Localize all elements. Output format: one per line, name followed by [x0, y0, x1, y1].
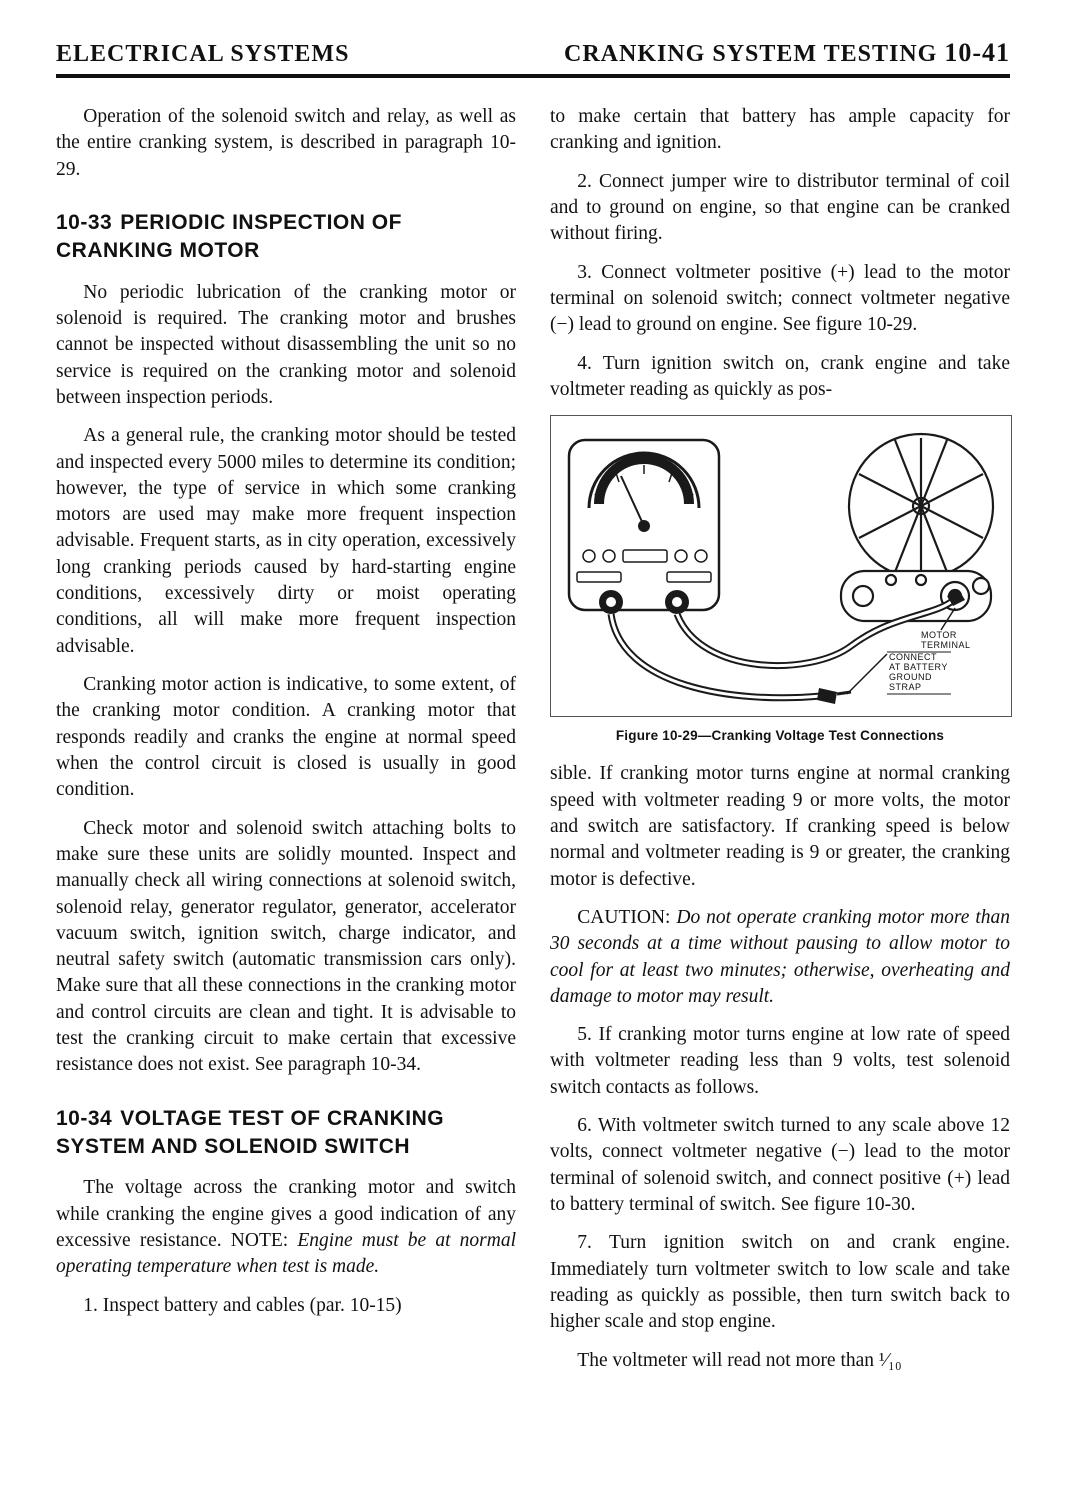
sec-10-33-p1: No periodic lubrication of the cranking … — [56, 280, 516, 412]
caution-label: CAUTION: — [577, 907, 676, 928]
fig-label-connect-4: STRAP — [889, 682, 922, 692]
manual-page: ELECTRICAL SYSTEMS CRANKING SYSTEM TESTI… — [0, 0, 1066, 1498]
section-title: VOLTAGE TEST OF CRANKING SYSTEM AND SOLE… — [56, 1107, 444, 1158]
section-10-33-heading: 10-33PERIODIC INSPECTION OF CRANKING MOT… — [56, 209, 516, 266]
figure-10-29-caption: Figure 10-29—Cranking Voltage Test Conne… — [550, 727, 1010, 745]
figure-10-29: MOTOR TERMINAL CONNECT AT BATTERY GROUND… — [550, 415, 1010, 745]
intro-paragraph: Operation of the solenoid switch and rel… — [56, 104, 516, 183]
left-column: Operation of the solenoid switch and rel… — [56, 104, 516, 1386]
rc-step4: 4. Turn ignition switch on, crank engine… — [550, 351, 1010, 404]
fig-label-connect-1: CONNECT — [889, 652, 937, 662]
two-column-layout: Operation of the solenoid switch and rel… — [56, 104, 1010, 1386]
figure-10-29-svg: MOTOR TERMINAL CONNECT AT BATTERY GROUND… — [550, 415, 1012, 717]
sec-10-33-p3: Cranking motor action is indicative, to … — [56, 672, 516, 804]
rc-step2: 2. Connect jumper wire to distributor te… — [550, 169, 1010, 248]
page-header: ELECTRICAL SYSTEMS CRANKING SYSTEM TESTI… — [56, 38, 1010, 78]
sec-10-34-step1: 1. Inspect battery and cables (par. 10-1… — [56, 1293, 516, 1319]
rc-p5: sible. If cranking motor turns engine at… — [550, 761, 1010, 893]
rc-step7: 7. Turn ignition switch on and crank eng… — [550, 1230, 1010, 1335]
fig-label-connect-2: AT BATTERY — [889, 662, 948, 672]
rc-p1: to make certain that battery has ample c… — [550, 104, 1010, 157]
sec-10-34-p1: The voltage across the cranking motor an… — [56, 1175, 516, 1280]
section-10-34-heading: 10-34VOLTAGE TEST OF CRANKING SYSTEM AND… — [56, 1105, 516, 1162]
rc-p9-fraction: ¹⁄₁₀ — [879, 1350, 902, 1371]
fig-label-motor-terminal-1: MOTOR — [921, 630, 957, 640]
rc-step6: 6. With voltmeter switch turned to any s… — [550, 1113, 1010, 1218]
rc-step3: 3. Connect voltmeter positive (+) lead t… — [550, 260, 1010, 339]
section-number: 10-33 — [56, 209, 112, 237]
rc-p9a: The voltmeter will read not more than — [577, 1350, 879, 1371]
header-right-title: CRANKING SYSTEM TESTING — [564, 41, 937, 67]
fig-label-connect-3: GROUND — [889, 672, 932, 682]
fig-label-motor-terminal-2: TERMINAL — [921, 640, 971, 650]
sec-10-33-p2: As a general rule, the cranking motor sh… — [56, 423, 516, 660]
right-column: to make certain that battery has ample c… — [550, 104, 1010, 1386]
header-right: CRANKING SYSTEM TESTING 10-41 — [564, 38, 1010, 68]
rc-caution: CAUTION: Do not operate cranking motor m… — [550, 905, 1010, 1010]
header-left: ELECTRICAL SYSTEMS — [56, 41, 349, 68]
section-number: 10-34 — [56, 1105, 112, 1133]
rc-step5: 5. If cranking motor turns engine at low… — [550, 1022, 1010, 1101]
sec-10-33-p4: Check motor and solenoid switch attachin… — [56, 816, 516, 1079]
page-reference: 10-41 — [944, 38, 1010, 67]
rc-p9: The voltmeter will read not more than ¹⁄… — [550, 1348, 1010, 1374]
